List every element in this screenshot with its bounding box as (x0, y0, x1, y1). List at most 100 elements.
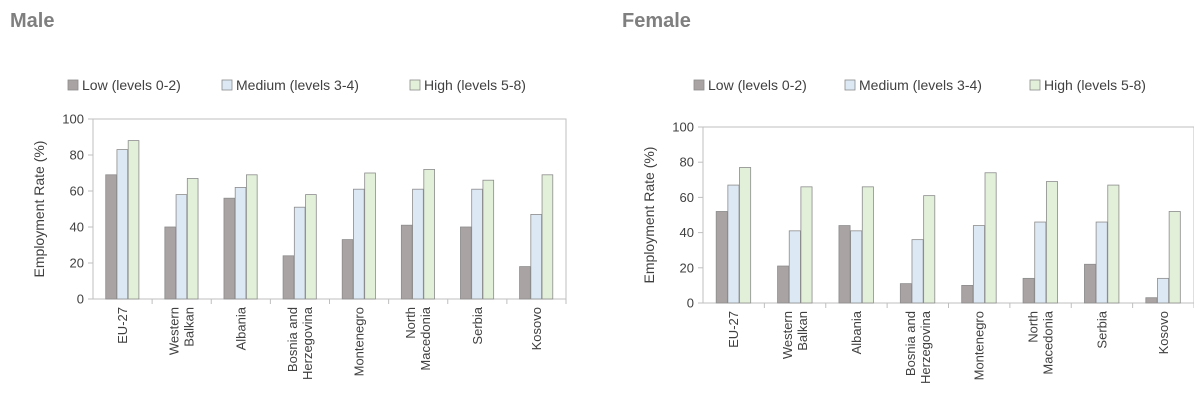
male-legend-swatch (221, 79, 233, 91)
male-category-label-line: Serbia (470, 306, 485, 344)
male-legend-swatch (67, 79, 79, 91)
female-category-label: Serbia (1094, 310, 1109, 348)
male-category-label-line: Kosovo (529, 307, 544, 350)
female-bar (727, 184, 740, 304)
male-bar (364, 172, 376, 300)
male-y-tick-label: 60 (70, 184, 84, 199)
female-bar (923, 195, 936, 304)
female-bar (715, 211, 728, 304)
female-bar (1107, 184, 1120, 304)
female-chart-title: Female (622, 10, 691, 32)
female-y-tick-label: 60 (680, 190, 694, 205)
male-bar (164, 226, 176, 300)
male-bar (246, 174, 258, 300)
male-category-label-line: North (403, 307, 418, 339)
female-bar (911, 239, 924, 304)
female-category-label-line: Albania (849, 310, 864, 354)
female-y-tick-label: 100 (672, 120, 694, 135)
male-bar (186, 177, 199, 300)
male-employment-chart: 0 20 40 60 80 100 Employment Rate (%) EU-27 West… (31, 77, 567, 380)
female-bar (850, 230, 863, 304)
female-legend-label: Low (levels 0-2) (708, 77, 807, 93)
female-legend-swatch (693, 79, 705, 91)
male-category-label-line: Herzegovina (300, 306, 315, 380)
male-bar (341, 239, 354, 300)
female-legend-label: Medium (levels 3-4) (859, 77, 982, 93)
female-y-tick-label: 40 (680, 225, 694, 240)
female-bar (1034, 221, 1047, 304)
male-category-label-line: Albania (233, 306, 248, 350)
female-category-label: North Macedonia (1026, 310, 1056, 374)
male-bar (223, 197, 236, 300)
male-bar (412, 188, 424, 300)
male-bar (471, 188, 483, 300)
male-chart-title: Male (10, 10, 55, 32)
male-y-tick-label: 80 (70, 148, 84, 163)
male-bar (482, 179, 495, 300)
male-category-label: Albania (233, 306, 248, 350)
male-y-axis-title: Employment Rate (%) (31, 141, 47, 278)
male-y-tick-label: 0 (77, 292, 84, 307)
female-bar (1022, 277, 1035, 304)
female-category-label-line: Macedonia (1041, 310, 1056, 374)
male-category-label-line: Bosnia and (285, 307, 300, 372)
male-bar (541, 174, 554, 300)
male-bar (519, 266, 531, 300)
male-bar (400, 224, 413, 300)
female-category-label: Montenegro (972, 311, 987, 380)
male-bar (293, 206, 306, 300)
male-legend-label: High (levels 5-8) (424, 77, 526, 93)
male-y-tick-label: 20 (70, 256, 84, 271)
female-bar (838, 225, 851, 304)
female-legend-swatch (1029, 79, 1041, 91)
male-legend-label: Low (levels 0-2) (82, 77, 181, 93)
male-category-label: Bosnia and Herzegovina (285, 306, 315, 380)
female-category-label-line: Herzegovina (918, 310, 933, 384)
female-y-tick-label: 0 (687, 296, 694, 311)
female-category-label: Albania (849, 310, 864, 354)
female-category-label: Bosnia and Herzegovina (903, 310, 933, 384)
female-category-label: Western Balkan (780, 311, 810, 359)
male-category-label: North Macedonia (403, 306, 433, 370)
male-category-label-line: Montenegro (352, 307, 367, 376)
female-bar (961, 284, 974, 304)
female-y-axis-title: Employment Rate (%) (641, 147, 657, 284)
female-y-tick-label: 20 (680, 260, 694, 275)
male-category-label-line: Western (167, 307, 182, 355)
male-bar (127, 140, 140, 300)
female-bar (972, 225, 985, 304)
male-category-label: EU-27 (115, 307, 130, 344)
male-category-label: Kosovo (529, 307, 544, 350)
female-y-tick-label: 80 (680, 155, 694, 170)
male-category-label-line: Balkan (182, 307, 197, 347)
female-category-label: EU-27 (726, 311, 741, 348)
female-bar (1045, 181, 1058, 304)
male-bar (460, 226, 472, 300)
male-legend-swatch (409, 79, 421, 91)
female-bar (1157, 277, 1170, 304)
female-bar (984, 172, 997, 304)
male-bar (353, 188, 365, 300)
female-legend-swatch (844, 79, 856, 91)
male-bar (423, 168, 435, 300)
male-category-label-line: Macedonia (418, 306, 433, 370)
female-bar (1095, 221, 1108, 304)
male-category-label-line: EU-27 (115, 307, 130, 344)
female-bar (1168, 211, 1181, 304)
female-category-label-line: Montenegro (972, 311, 987, 380)
female-bar (788, 230, 801, 304)
male-bar (175, 194, 188, 300)
female-bar (777, 265, 790, 304)
male-y-tick-label: 100 (62, 112, 84, 127)
female-category-label-line: Western (780, 311, 795, 359)
male-bar (530, 213, 542, 300)
male-y-tick-label: 40 (70, 220, 84, 235)
male-bar (305, 194, 317, 300)
male-legend-label: Medium (levels 3-4) (236, 77, 359, 93)
female-category-label: Kosovo (1156, 311, 1171, 354)
female-legend-label: High (levels 5-8) (1044, 77, 1146, 93)
male-bar (105, 174, 117, 300)
female-plot-area (702, 126, 1194, 304)
female-bar (861, 186, 874, 304)
